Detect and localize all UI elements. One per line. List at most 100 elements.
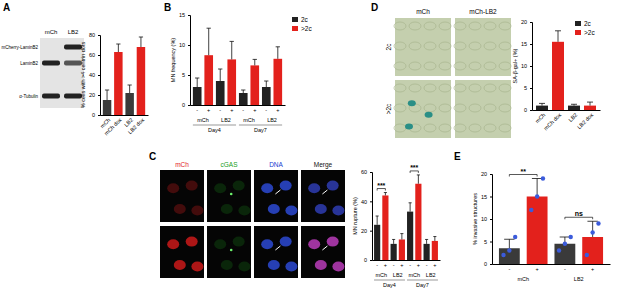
y-axis-title: MN frequency (%) [170,38,176,82]
blot-band [42,61,60,66]
y-tick: 20 [361,228,372,234]
x-tick: + [230,105,233,113]
x-axis: -+-+-+-+ [373,260,441,268]
nucleus [332,262,344,272]
lane-label: LB2 [68,29,79,35]
error-bar [253,59,257,65]
nucleus [308,239,320,249]
x-tick: - [393,260,395,268]
bar [536,106,548,110]
cell-texture [469,84,481,92]
data-point [563,242,567,246]
chart: 05101520mChmCh doxLB2LB2 doxSA-β-gal+ (%… [512,19,601,131]
significance-label: ns [575,210,583,217]
stained-cell [425,112,433,118]
y-tick-label: 40 [361,199,367,205]
bar [216,81,225,105]
bar [407,212,413,260]
cell-texture [499,42,511,50]
data-point [513,235,517,239]
blot-band [42,94,60,99]
group-label: LB2 [221,117,231,123]
nucleus [174,204,186,214]
error-bar [409,203,412,212]
group-label: mCh [243,117,255,123]
cell-texture [499,104,511,112]
y-axis-line [98,36,101,116]
legend-label: >2c [584,29,595,36]
y-tick-label: 20 [361,228,367,234]
x-tick: - [242,105,244,113]
x-tick-label: + [384,262,387,268]
nucleus [285,206,297,216]
y-tick: 80 [89,32,100,38]
cell-texture [454,42,466,50]
bar [552,42,564,110]
y-tick-mark [370,260,372,261]
cell-texture [469,104,481,112]
x-tick: + [384,260,387,268]
supergroup-label: Day4 [208,127,221,133]
group-label: mCh [408,272,420,278]
significance-bracket [377,189,385,191]
significance-bracket [565,217,593,219]
micrograph [254,170,298,222]
error-bar [555,31,561,42]
channel-label: Merge [314,161,333,169]
x-tick: + [207,105,210,113]
x-tick: + [591,264,594,272]
bar [125,93,133,115]
x-tick: LB2 dox [576,110,595,130]
x-tick: - [409,260,411,268]
bar [227,59,236,105]
bar [262,87,271,105]
bar [204,55,213,105]
x-tick: mCh dox [103,115,123,137]
nucleus [315,260,327,270]
cell-texture [439,22,451,30]
cell-texture [454,84,466,92]
y-tick-label: 10 [179,42,185,48]
bar [137,47,145,115]
y-tick-label: 0 [524,107,527,113]
micronucleus-spot [230,249,233,252]
x-tick-label: - [409,262,411,268]
panel-letter: E [454,151,461,162]
cell-texture [469,22,481,30]
y-tick-mark [530,66,532,67]
nucleus [167,239,179,249]
cell-texture [484,22,496,30]
data-point [596,221,600,225]
nucleus [280,237,292,247]
y-tick-label: 80 [89,32,95,38]
y-tick-label: 0 [484,261,487,267]
significance-label: ** [521,168,527,175]
x-tick-label: + [253,107,256,113]
y-tick-label: 15 [481,194,487,200]
bar [527,197,548,265]
legend-swatch [292,17,298,22]
cell-texture [394,104,406,112]
x-tick-label: + [400,262,403,268]
legend-label: 2c [584,20,592,27]
y-tick: 0 [92,112,100,118]
lane-label: mCh [45,29,58,35]
cell-texture [469,42,481,50]
significance-bracket [410,171,418,173]
bar [374,225,380,260]
y-tick: 5 [182,72,190,78]
cell-texture [469,62,481,70]
error-bar [230,41,234,59]
y-tick-mark [188,105,190,106]
column-label: mCh [416,8,430,15]
arrow [322,246,327,250]
x-tick: LB2 [567,110,578,123]
cell-texture [499,124,511,132]
panel-letter: B [164,2,171,13]
error-bar [539,103,545,105]
cell-texture [394,124,406,132]
nucleus [191,206,203,216]
y-tick-mark [188,45,190,46]
x-tick: + [433,260,436,268]
bar [273,59,282,105]
